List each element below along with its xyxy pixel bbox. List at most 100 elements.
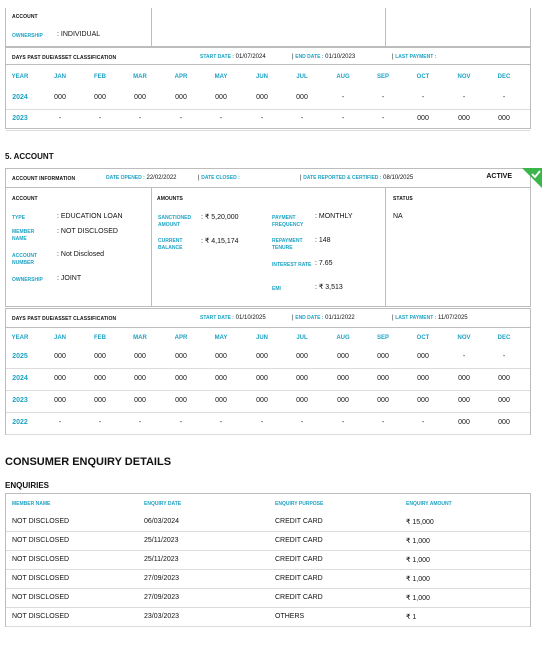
- dpd-cell: -: [138, 115, 142, 122]
- enquiry-cell: ₹ 1,000: [406, 557, 430, 564]
- enquiry-col-header: MEMBER NAME: [12, 501, 51, 507]
- dpd-cell: 000: [256, 353, 268, 360]
- dpd-cell: 000: [215, 94, 227, 101]
- dpd-cell: 000: [134, 94, 146, 101]
- divider: [151, 8, 152, 47]
- month-header: FEB: [94, 335, 106, 341]
- type-value: : EDUCATION LOAN: [57, 213, 123, 220]
- enquiry-cell: 06/03/2024: [144, 518, 180, 525]
- dpd-label: DAYS PAST DUE/ASSET CLASSIFICATION: [12, 55, 117, 61]
- dpd-cell: -: [421, 419, 425, 426]
- dpd-cell: -: [502, 94, 506, 101]
- divider: [5, 187, 531, 188]
- row-divider: [6, 607, 530, 608]
- dpd-label: DAYS PAST DUE/ASSET CLASSIFICATION: [12, 316, 117, 322]
- dpd-cell: 000: [337, 375, 349, 382]
- month-header: YEAR: [11, 335, 29, 341]
- row-divider: [6, 550, 530, 551]
- dpd-cell: -: [260, 115, 264, 122]
- tenure-label: REPAYMENT TENURE: [272, 238, 303, 251]
- enquiry-cell: CREDIT CARD: [275, 556, 323, 563]
- own-value: : JOINT: [57, 275, 82, 282]
- dpd-cell: -: [58, 115, 62, 122]
- month-header: JUL: [296, 335, 308, 341]
- member-label: MEMBER NAME: [12, 229, 35, 242]
- col-status: STATUS: [393, 196, 413, 202]
- dpd-cell: -: [462, 353, 466, 360]
- month-header: SEP: [376, 335, 389, 341]
- last-payment: | LAST PAYMENT :: [392, 54, 437, 60]
- row-divider: [6, 130, 530, 131]
- dpd-cell: 000: [54, 94, 66, 101]
- dpd-cell: 000: [498, 419, 510, 426]
- divider: [385, 187, 386, 307]
- col-account: ACCOUNT: [12, 196, 38, 202]
- row-divider: [6, 109, 530, 110]
- date-opened: DATE OPENED : 22/02/2022: [106, 175, 177, 181]
- dpd-cell: 000: [94, 353, 106, 360]
- account5-info-box: [5, 168, 531, 307]
- month-header: FEB: [94, 74, 106, 80]
- dpd-cell: -: [98, 115, 102, 122]
- dpd-cell: 000: [54, 353, 66, 360]
- enquiry-cell: ₹ 1,000: [406, 576, 430, 583]
- enquiry-cell: ₹ 1,000: [406, 595, 430, 602]
- dpd-cell: 000: [54, 397, 66, 404]
- account-label: ACCOUNT: [12, 14, 38, 20]
- month-header: JUN: [255, 335, 268, 341]
- month-header: JUN: [255, 74, 268, 80]
- enquiry-cell: 23/03/2023: [144, 613, 180, 620]
- top-account-box: [5, 8, 531, 47]
- dpd-cell: 000: [134, 397, 146, 404]
- dpd-cell: -: [179, 115, 183, 122]
- month-header: APR: [174, 74, 188, 80]
- dpd-cell: -: [219, 115, 223, 122]
- dpd-cell: -: [421, 94, 425, 101]
- dpd-cell: 000: [458, 397, 470, 404]
- dpd-cell: 000: [175, 397, 187, 404]
- dpd-cell: -: [300, 115, 304, 122]
- last-payment: | LAST PAYMENT : 11/07/2025: [392, 315, 468, 321]
- sanctioned-label: SANCTIONED AMOUNT: [158, 215, 192, 228]
- year-cell: 2022: [12, 419, 28, 426]
- dpd-cell: -: [58, 419, 62, 426]
- dpd-cell: 000: [417, 353, 429, 360]
- enquiry-cell: 27/09/2023: [144, 594, 180, 601]
- enquiry-cell: ₹ 1,000: [406, 538, 430, 545]
- frequency-value: : MONTHLY: [315, 213, 353, 220]
- dpd-cell: 000: [417, 397, 429, 404]
- enquiry-cell: ₹ 15,000: [406, 519, 434, 526]
- dpd-cell: -: [381, 419, 385, 426]
- year-cell: 2024: [12, 375, 28, 382]
- end-date: | END DATE : 01/11/2022: [292, 315, 355, 321]
- dpd-cell: 000: [498, 397, 510, 404]
- dpd-cell: 000: [377, 353, 389, 360]
- dpd-cell: -: [219, 419, 223, 426]
- enquiry-cell: 27/09/2023: [144, 575, 180, 582]
- top-dpd-box: [5, 47, 531, 129]
- month-header: APR: [174, 335, 188, 341]
- dpd-cell: -: [462, 94, 466, 101]
- dpd-cell: 000: [215, 375, 227, 382]
- enquiry-cell: NOT DISCLOSED: [12, 556, 70, 563]
- month-header: SEP: [376, 74, 389, 80]
- enquiry-cell: NOT DISCLOSED: [12, 518, 70, 525]
- enquiry-cell: CREDIT CARD: [275, 537, 323, 544]
- month-header: OCT: [416, 74, 430, 80]
- row-divider: [6, 412, 530, 413]
- dpd-cell: 000: [458, 419, 470, 426]
- type-label: TYPE: [12, 215, 26, 221]
- enquiries-subheading: ENQUIRIES: [5, 481, 50, 490]
- month-header: AUG: [336, 335, 350, 341]
- dpd-cell: 000: [417, 375, 429, 382]
- divider: [385, 8, 386, 47]
- dpd-cell: 000: [296, 397, 308, 404]
- dpd-cell: -: [381, 115, 385, 122]
- row-divider: [6, 569, 530, 570]
- divider: [5, 327, 531, 328]
- enquiry-cell: NOT DISCLOSED: [12, 575, 70, 582]
- enquiry-cell: 25/11/2023: [144, 537, 179, 544]
- divider: [151, 187, 152, 307]
- date-reported: | DATE REPORTED & CERTIFIED : 08/10/2025: [300, 175, 414, 181]
- dpd-cell: 000: [458, 115, 470, 122]
